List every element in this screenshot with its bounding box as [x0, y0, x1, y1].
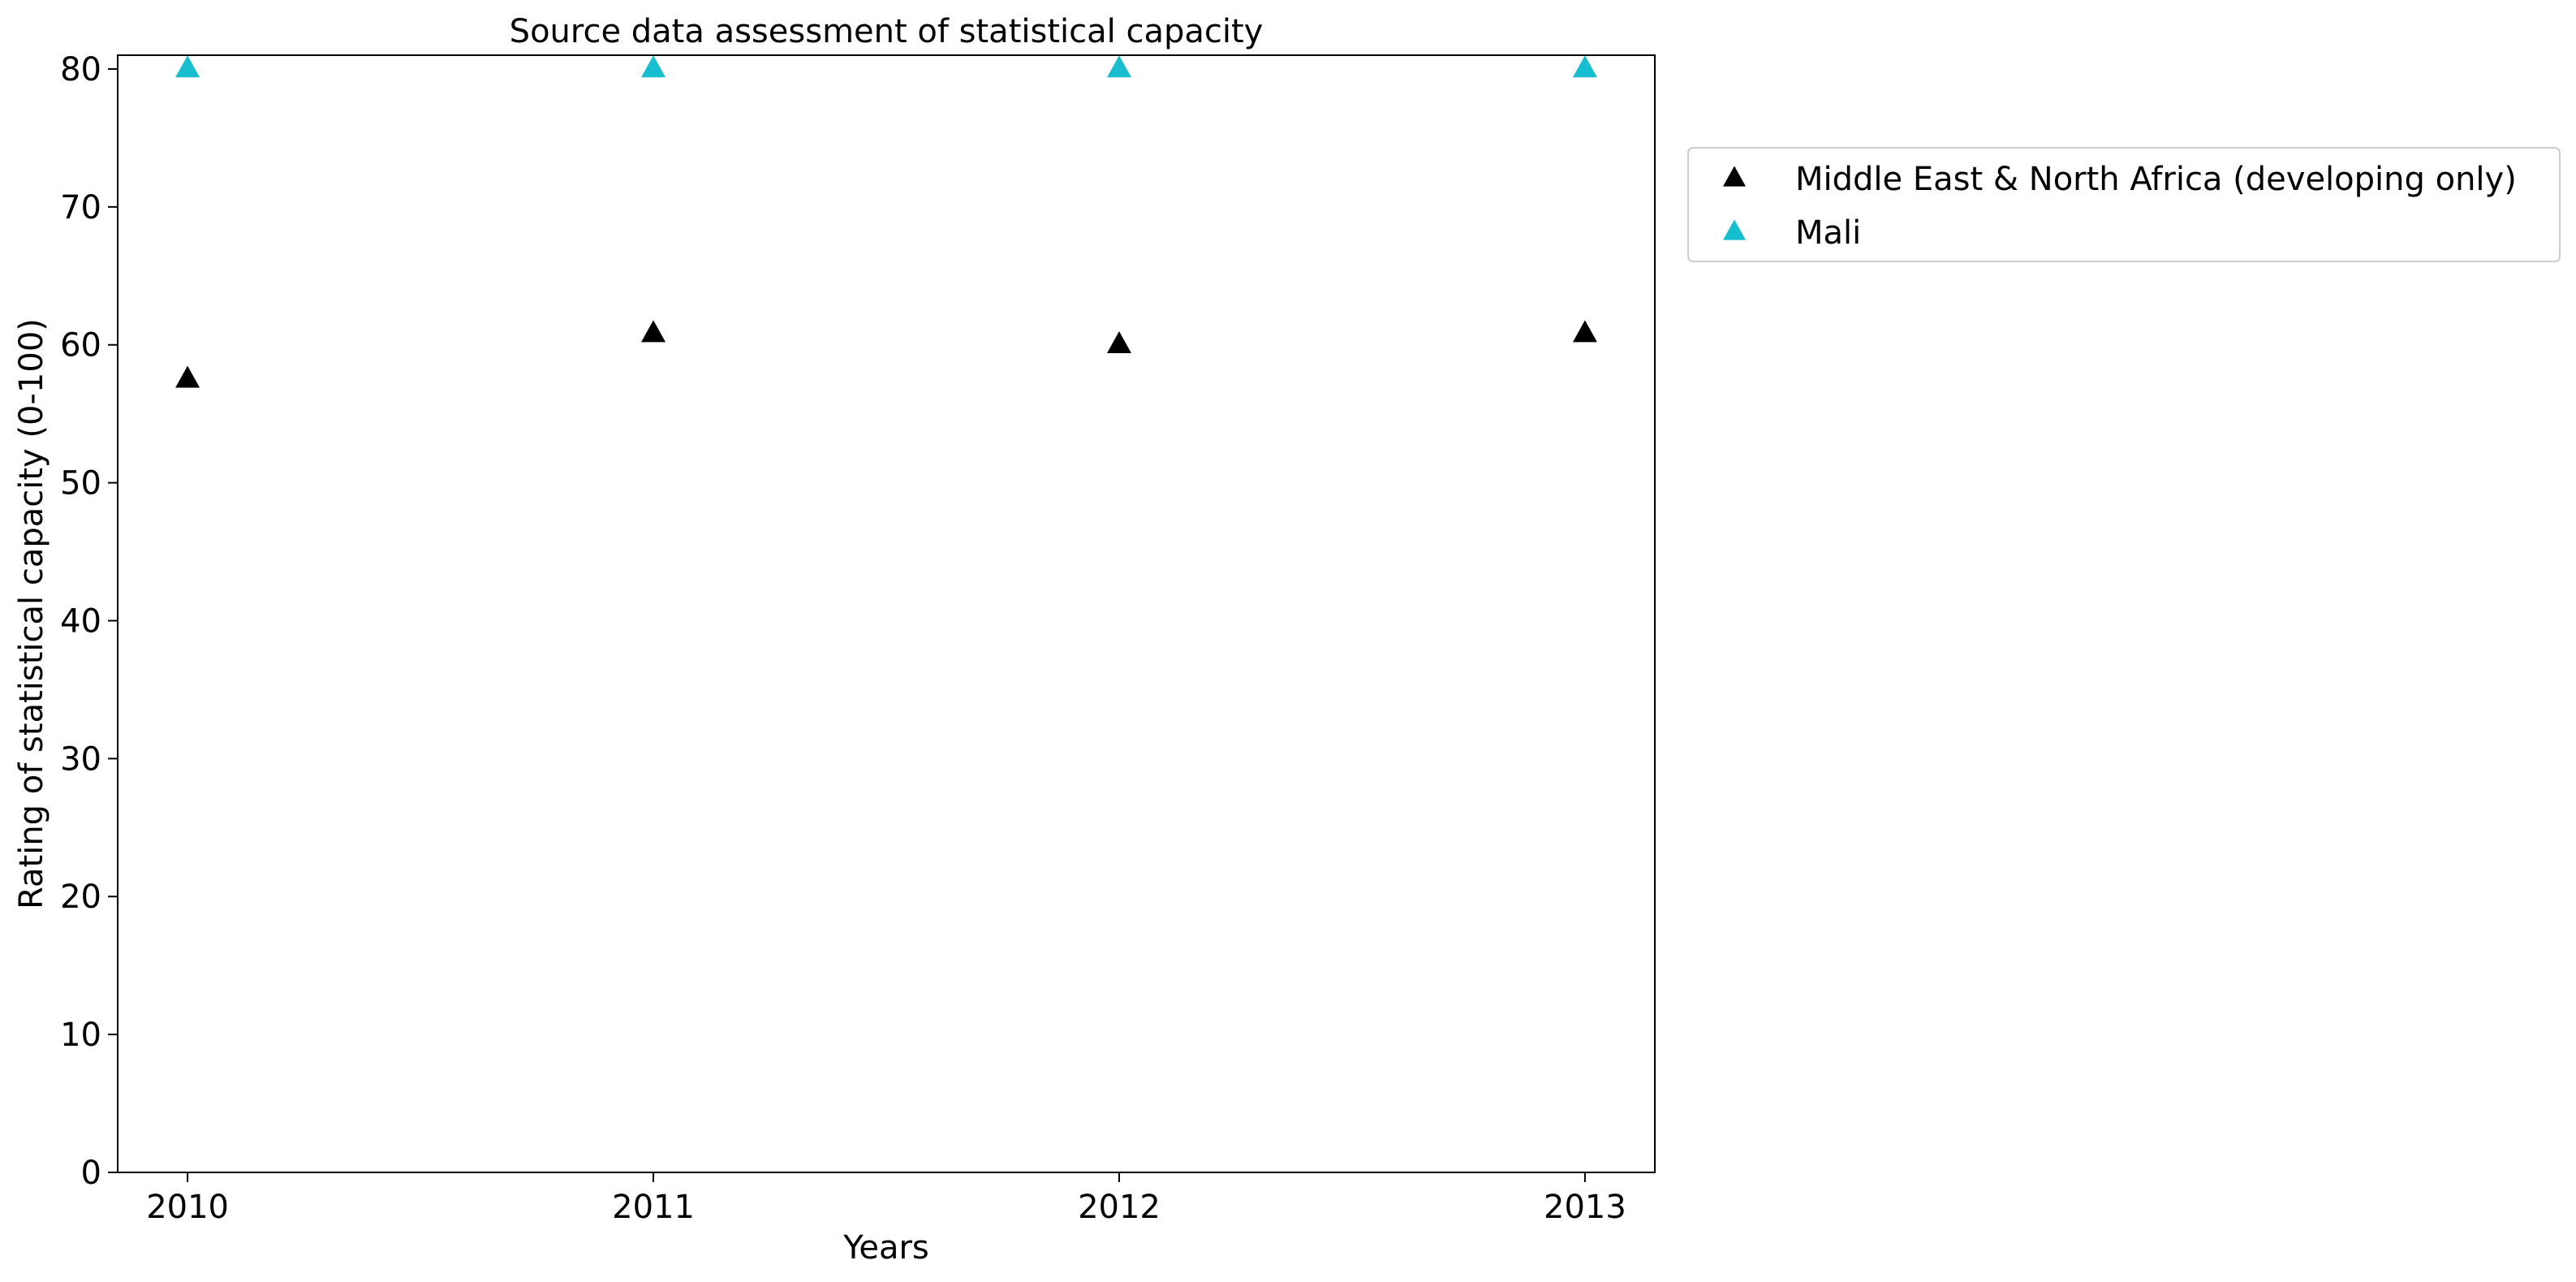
- legend-label: Middle East & North Africa (developing o…: [1795, 161, 2517, 198]
- legend-item: Mali: [1723, 214, 1861, 252]
- legend-label: Mali: [1795, 214, 1861, 252]
- series-1: [175, 320, 1597, 388]
- legend: Middle East & North Africa (developing o…: [1687, 147, 2561, 262]
- legend-marker: [1723, 166, 1746, 187]
- data-point: [1106, 331, 1131, 354]
- y-tick-label: 20: [60, 878, 101, 916]
- data-point: [175, 365, 200, 388]
- y-axis: 0 10 20 30 40 50 60 70 80: [60, 51, 118, 1192]
- y-tick-label: 30: [60, 740, 101, 778]
- x-axis: 2010 2011 2012 2013: [146, 1172, 1626, 1226]
- x-tick-label: 2011: [612, 1189, 695, 1226]
- legend-item: Middle East & North Africa (developing o…: [1723, 161, 2517, 198]
- series-2: [175, 55, 1597, 78]
- x-tick-label: 2013: [1544, 1189, 1626, 1226]
- data-point: [1106, 55, 1131, 78]
- data-point: [641, 320, 666, 343]
- x-tick-label: 2012: [1078, 1189, 1161, 1226]
- data-point: [175, 55, 200, 78]
- data-point: [641, 55, 666, 78]
- data-point: [1572, 320, 1597, 343]
- legend-box: [1687, 147, 2561, 262]
- y-axis-title: Rating of statistical capacity (0-100): [13, 318, 50, 909]
- chart-title: Source data assessment of statistical ca…: [510, 13, 1264, 50]
- x-tick-label: 2010: [146, 1189, 229, 1226]
- y-tick-label: 50: [60, 465, 101, 503]
- y-tick-label: 80: [60, 51, 101, 88]
- plot-area: [117, 54, 1656, 1173]
- x-axis-title: Years: [842, 1229, 929, 1267]
- legend-marker: [1723, 219, 1746, 240]
- y-tick-label: 10: [60, 1017, 101, 1054]
- y-tick-label: 40: [60, 602, 101, 640]
- y-tick-label: 0: [81, 1155, 101, 1192]
- y-tick-label: 60: [60, 327, 101, 365]
- data-series: [175, 55, 1597, 388]
- data-point: [1572, 55, 1597, 78]
- y-tick-label: 70: [60, 189, 101, 227]
